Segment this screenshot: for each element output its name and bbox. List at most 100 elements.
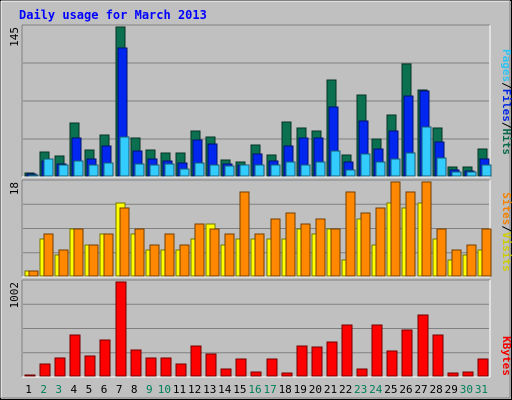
- day-label-26: 26: [399, 383, 412, 396]
- bar-pages-day-8: [134, 163, 145, 177]
- bar-pages-day-3: [58, 164, 69, 177]
- bar-kbytes-day-4: [69, 334, 81, 377]
- bar-kbytes-day-26: [401, 329, 413, 377]
- legend-separator: /: [500, 225, 512, 232]
- bar-sites-day-11: [179, 244, 190, 277]
- bar-kbytes-day-27: [417, 314, 429, 377]
- bar-sites-day-25: [390, 181, 401, 277]
- day-label-30: 30: [460, 383, 473, 396]
- bar-pages-day-18: [285, 161, 296, 177]
- bar-kbytes-day-12: [190, 345, 202, 377]
- bar-pages-day-7: [119, 136, 130, 177]
- bar-sites-day-1: [28, 270, 39, 277]
- day-label-6: 6: [101, 383, 108, 396]
- bar-kbytes-day-3: [54, 357, 66, 377]
- day-label-13: 13: [203, 383, 216, 396]
- bar-kbytes-day-15: [235, 358, 247, 377]
- day-label-4: 4: [71, 383, 78, 396]
- bar-pages-day-20: [315, 161, 326, 177]
- bar-pages-day-21: [330, 150, 341, 177]
- bar-kbytes-day-14: [220, 368, 232, 377]
- day-label-9: 9: [146, 383, 153, 396]
- panel-legend: KBytes: [500, 336, 512, 376]
- bar-pages-day-22: [345, 169, 356, 177]
- bar-sites-day-23: [360, 212, 371, 277]
- day-label-2: 2: [40, 383, 47, 396]
- bar-sites-day-24: [375, 207, 386, 277]
- day-label-28: 28: [430, 383, 443, 396]
- day-label-23: 23: [354, 383, 367, 396]
- panel-kbytes: 1002 KBytes: [8, 279, 512, 378]
- bar-kbytes-day-8: [130, 349, 142, 377]
- panel-scale-label: 1002: [8, 282, 21, 309]
- bar-pages-day-1: [28, 174, 39, 177]
- series-kbytes: [24, 281, 489, 377]
- bar-kbytes-day-6: [99, 339, 111, 377]
- day-label-8: 8: [131, 383, 138, 396]
- day-label-17: 17: [263, 383, 276, 396]
- day-label-31: 31: [475, 383, 488, 396]
- bar-kbytes-day-11: [175, 363, 187, 377]
- bar-pages-day-19: [300, 164, 311, 177]
- bar-pages-day-31: [481, 164, 492, 177]
- legend-hits: Hits: [500, 129, 512, 156]
- legend-separator: /: [500, 82, 512, 89]
- bar-pages-day-27: [421, 126, 432, 177]
- bar-sites-day-27: [421, 181, 432, 277]
- bar-sites-day-31: [481, 228, 492, 277]
- bar-kbytes-day-1: [24, 374, 36, 377]
- day-label-14: 14: [218, 383, 232, 396]
- bar-sites-day-16: [254, 233, 265, 277]
- bar-sites-day-3: [58, 249, 69, 277]
- bar-sites-day-4: [73, 228, 84, 277]
- bar-kbytes-day-21: [326, 341, 338, 377]
- panel-scale-label: 145: [8, 27, 21, 47]
- day-label-11: 11: [173, 383, 186, 396]
- bar-pages-day-26: [405, 152, 416, 177]
- bar-kbytes-day-16: [250, 371, 262, 377]
- bar-pages-day-24: [375, 161, 386, 177]
- day-label-12: 12: [188, 383, 201, 396]
- day-label-1: 1: [25, 383, 32, 396]
- bar-kbytes-day-20: [311, 346, 323, 377]
- bar-kbytes-day-10: [160, 357, 172, 377]
- bar-sites-day-22: [345, 191, 356, 277]
- bar-sites-day-20: [315, 218, 326, 277]
- bar-pages-day-28: [436, 157, 447, 177]
- bar-pages-day-9: [149, 164, 160, 177]
- series-sites: [28, 181, 492, 277]
- bar-kbytes-day-7: [115, 281, 127, 377]
- chart-title: Daily usage for March 2013: [19, 8, 207, 22]
- bar-pages-day-10: [164, 163, 175, 177]
- bar-sites-day-15: [239, 191, 250, 277]
- legend-kbytes: KBytes: [500, 336, 512, 376]
- bar-pages-day-23: [360, 153, 371, 177]
- bar-pages-day-29: [451, 171, 462, 177]
- bar-pages-day-5: [88, 164, 99, 177]
- day-label-3: 3: [55, 383, 62, 396]
- panel-scale-label: 18: [8, 182, 21, 195]
- panel-visits-sites: 18 Sites/Visits: [8, 179, 512, 278]
- bar-sites-day-21: [330, 228, 341, 277]
- bar-kbytes-day-13: [205, 353, 217, 377]
- legend-separator: /: [500, 122, 512, 129]
- day-label-22: 22: [339, 383, 352, 396]
- bar-kbytes-day-29: [447, 372, 459, 377]
- day-label-7: 7: [116, 383, 123, 396]
- bar-kbytes-day-17: [266, 358, 278, 377]
- bar-kbytes-day-24: [371, 324, 383, 377]
- bar-sites-day-9: [149, 244, 160, 277]
- series-pages: [28, 126, 492, 177]
- bar-kbytes-day-5: [84, 355, 96, 377]
- bar-sites-day-6: [103, 233, 114, 277]
- day-label-5: 5: [86, 383, 93, 396]
- bar-kbytes-day-2: [39, 363, 51, 377]
- bar-kbytes-day-23: [356, 368, 368, 377]
- bar-sites-day-18: [285, 212, 296, 277]
- bar-sites-day-28: [436, 228, 447, 277]
- bar-sites-day-5: [88, 244, 99, 277]
- bar-pages-day-13: [209, 164, 220, 177]
- panel-legend: Sites/Visits: [500, 192, 512, 272]
